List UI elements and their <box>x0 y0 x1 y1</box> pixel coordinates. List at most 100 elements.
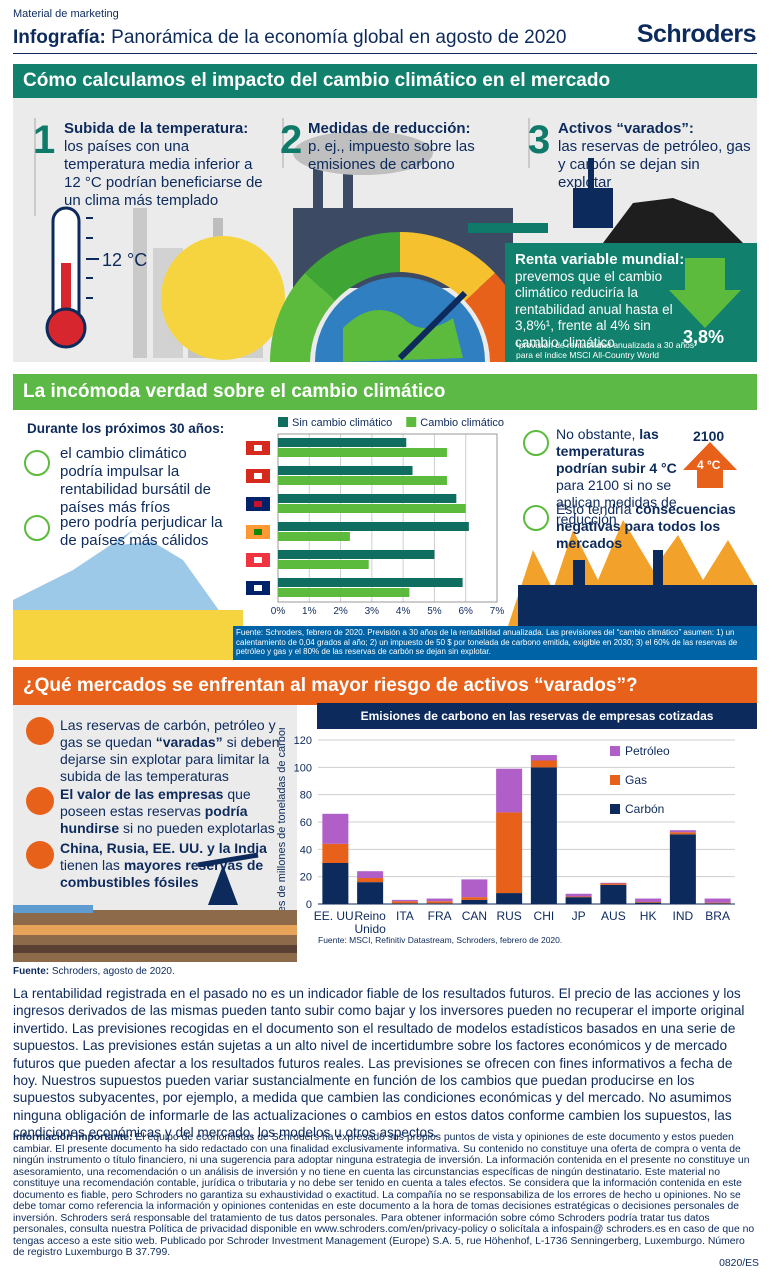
x-tick-label: 3% <box>365 606 380 617</box>
bar-segment <box>496 893 523 904</box>
mountains <box>13 530 243 660</box>
section2-title: La incómoda verdad sobre el cambio climá… <box>13 374 757 410</box>
bar-segment <box>600 884 627 904</box>
ground <box>13 910 297 962</box>
x-tick-label: JP <box>571 909 586 923</box>
logo: Schroders <box>636 20 757 48</box>
step-body: los países con una temperatura media inf… <box>64 138 263 209</box>
x-tick-label: RUS <box>496 909 522 923</box>
y-axis-title: Miles de millones de toneladas de carbon… <box>276 728 288 910</box>
text: Esto tendría <box>556 501 636 517</box>
bar-segment <box>565 897 592 904</box>
bar-segment <box>322 813 349 844</box>
right-point: Esto tendría consecuencias negativas par… <box>556 501 746 552</box>
bar-segment <box>322 863 349 904</box>
x-labels: EE. UU. Reino Unido ITA FRA CAN RUS CHI JP AUS HK… <box>265 910 757 936</box>
bar-segment <box>669 832 696 835</box>
return-chart: 0% 1% 2% 3% 4% 5% 6% 7% Sin cambio climático Camb… <box>246 417 505 617</box>
x-tick-label: FRA <box>427 909 452 923</box>
text: Las reservas de carbón, petróleo y gas s… <box>60 717 276 750</box>
thermometer <box>61 263 71 333</box>
section2-illustration <box>13 442 757 660</box>
oil-rig <box>588 158 594 198</box>
thermo-icon <box>523 430 549 456</box>
intro: Durante los próximos 30 años: <box>27 421 225 436</box>
step-heading: Medidas de reducción: <box>308 120 471 137</box>
x-tick-label: 6% <box>458 606 473 617</box>
bar-segment <box>461 897 488 900</box>
bar <box>278 578 463 587</box>
bar-segment <box>530 767 557 904</box>
x-tick-label: 7% <box>490 606 505 617</box>
bold-text: mayores reservas de combustibles fósiles <box>60 857 264 890</box>
legend-label: Cambio climático <box>420 417 504 429</box>
equity-text: Renta variable mundial: prevemos que el c… <box>515 251 685 351</box>
flag <box>254 445 262 451</box>
oil-rig <box>468 223 548 233</box>
bar-segment <box>496 768 523 813</box>
section1-title: Cómo calculamos el impacto del cambio cl… <box>13 64 757 98</box>
header-rule <box>13 53 757 54</box>
bar-segment <box>496 812 523 894</box>
equity-footnote: ¹previsión de rentabilidad anualizada a … <box>516 340 695 360</box>
thermo-icon <box>26 717 54 745</box>
x-tick-label: 0% <box>271 606 286 617</box>
bar-segment <box>669 830 696 833</box>
skyline <box>133 208 147 358</box>
bold-text: “varadas” <box>155 734 223 750</box>
y-tick-label: 80 <box>300 790 312 802</box>
step-heading: Subida de la temperatura: <box>64 120 249 137</box>
bar-segment <box>635 898 662 902</box>
chart-source: Fuente: MSCI, Refinitiv Datastream, Schr… <box>318 935 563 945</box>
x-tick-label: 5% <box>427 606 442 617</box>
ground <box>13 945 297 953</box>
factory <box>313 168 323 218</box>
y-tick-label: 60 <box>300 817 312 829</box>
temp: 4 °C <box>697 458 721 472</box>
flag <box>254 557 262 563</box>
bar-segment <box>600 883 627 885</box>
legend-swatch <box>610 746 620 756</box>
sun <box>161 236 285 360</box>
gauge <box>305 231 400 301</box>
bar <box>278 522 469 531</box>
bar-segment <box>357 878 384 883</box>
step-text: Subida de la temperatura: los países con … <box>64 120 264 210</box>
gauge <box>397 290 468 361</box>
disclaimer: La rentabilidad registrada en el pasado … <box>13 986 745 1141</box>
factory <box>293 131 433 175</box>
factory <box>343 158 353 218</box>
step-text: Medidas de reducción: p. ej., impuesto so… <box>308 120 498 174</box>
equity-heading: Renta variable mundial: <box>515 251 685 268</box>
source-rest: Schroders, agosto de 2020. <box>49 966 175 977</box>
legend-label: Sin cambio climático <box>292 417 392 429</box>
emissions-chart: 0 20 40 60 80 100 120 Miles de millones de tone… <box>276 728 735 910</box>
important-info: Información Importante: El equipo de eco… <box>13 1132 759 1259</box>
bold-text: consecuencias negativas para todos los m… <box>556 501 736 551</box>
important-bold: Información Importante: <box>13 1132 133 1143</box>
bar <box>278 494 457 503</box>
risk-point: China, Rusia, EE. UU. y la India tienen … <box>60 840 292 891</box>
x-tick-label: EE. UU. <box>313 909 358 923</box>
title-rest: Panorámica de la economía global en agos… <box>105 27 567 48</box>
mountains <box>118 530 151 545</box>
up-icon <box>24 450 50 476</box>
marketing-label: Material de marketing <box>13 8 119 20</box>
city-fire <box>518 585 757 626</box>
bar-segment <box>391 899 418 902</box>
step-text: Activos “varados”: las reservas de petról… <box>558 120 753 192</box>
ground <box>13 905 297 962</box>
step-number: 3 <box>528 118 551 162</box>
x-tick-label: IND <box>672 909 694 923</box>
up-arrow <box>683 442 737 488</box>
text: si deben dejarse sin explotar para limit… <box>60 734 280 784</box>
ground <box>13 905 93 913</box>
gauge <box>269 273 335 362</box>
point: pero podría perjudicar la de países más … <box>60 514 223 549</box>
pumpjack <box>197 852 259 905</box>
bold-text: El valor de las empresas <box>60 786 224 802</box>
bar-segment <box>461 879 488 898</box>
legend-label: Carbón <box>625 802 664 816</box>
x-tick-label: 1% <box>302 606 317 617</box>
